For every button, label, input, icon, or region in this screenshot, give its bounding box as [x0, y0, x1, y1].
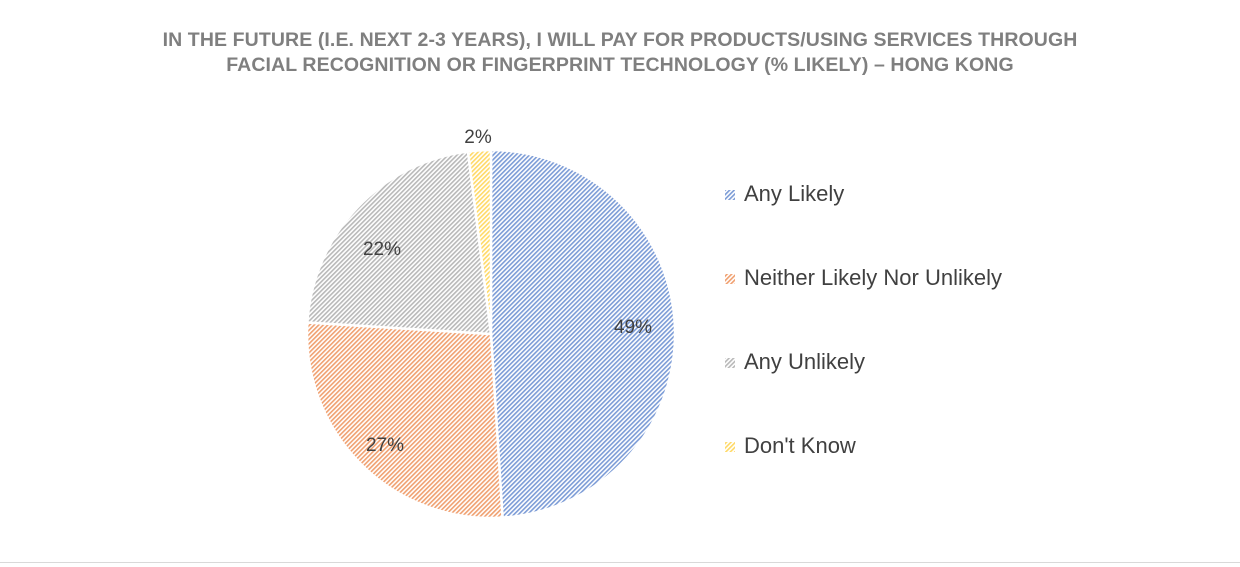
pie-slice-any-unlikely [306, 150, 493, 336]
legend-label-any-likely: Any Likely [744, 181, 844, 206]
pie-slice-don-t-know [466, 148, 493, 336]
legend-item-don-t-know: Don't Know [725, 433, 856, 458]
data-label-don-t-know: 2% [464, 127, 492, 148]
legend-swatch-don-t-know [725, 442, 735, 452]
legend-label-neither-likely-nor-unlikely: Neither Likely Nor Unlikely [744, 265, 1002, 290]
chart-legend: Any Likely Neither Likely Nor Unlikely Any… [725, 181, 1002, 458]
data-label-any-likely: 49% [614, 317, 652, 338]
chart-title-line-2: FACIAL RECOGNITION OR FINGERPRINT TECHNO… [226, 54, 1014, 76]
legend-swatch-neither-likely-nor-unlikely [725, 274, 735, 284]
pie-slice-any-likely [489, 148, 677, 519]
legend-swatch-any-likely [725, 190, 735, 200]
data-label-neither-likely-nor-unlikely: 27% [366, 435, 404, 456]
bottom-divider [0, 562, 1240, 563]
pie-data-labels: 49% 27% 22% 2% [363, 127, 652, 456]
legend-item-any-likely: Any Likely [725, 181, 844, 206]
pie-slice-neither-likely-nor-unlikely [305, 321, 504, 520]
chart-title: IN THE FUTURE (I.E. NEXT 2-3 YEARS), I W… [0, 28, 1240, 78]
legend-label-don-t-know: Don't Know [744, 433, 856, 458]
data-label-any-unlikely: 22% [363, 239, 401, 260]
legend-label-any-unlikely: Any Unlikely [744, 349, 865, 374]
legend-item-neither-likely-nor-unlikely: Neither Likely Nor Unlikely [725, 265, 1002, 290]
chart-title-line-1: IN THE FUTURE (I.E. NEXT 2-3 YEARS), I W… [162, 29, 1078, 51]
pie-slices [305, 148, 677, 520]
legend-item-any-unlikely: Any Unlikely [725, 349, 865, 374]
legend-swatch-any-unlikely [725, 358, 735, 368]
